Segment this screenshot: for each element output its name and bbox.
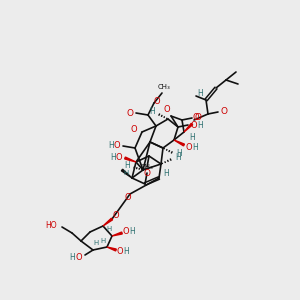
Text: H: H	[108, 142, 114, 151]
Polygon shape	[174, 140, 184, 146]
Text: H: H	[129, 227, 135, 236]
Polygon shape	[184, 123, 193, 132]
Text: O: O	[114, 142, 120, 151]
Text: O: O	[76, 254, 82, 262]
Text: H: H	[163, 169, 169, 178]
Text: O: O	[193, 113, 199, 122]
Polygon shape	[122, 169, 132, 178]
Text: H: H	[192, 142, 198, 152]
Text: O: O	[194, 113, 202, 122]
Text: O: O	[164, 106, 170, 115]
Text: H: H	[106, 226, 112, 232]
Text: O: O	[154, 97, 160, 106]
Text: H: H	[124, 161, 130, 170]
Text: O: O	[143, 169, 151, 178]
Text: HO: HO	[45, 220, 57, 230]
Text: H: H	[123, 170, 129, 176]
Text: H: H	[176, 149, 182, 158]
Text: O: O	[117, 248, 123, 256]
Text: CH₃: CH₃	[141, 164, 153, 170]
Text: O: O	[125, 194, 131, 202]
Text: H: H	[149, 107, 155, 116]
Text: O: O	[131, 125, 137, 134]
Text: O: O	[127, 109, 134, 118]
Polygon shape	[107, 247, 116, 251]
Text: O: O	[186, 142, 192, 152]
Text: H: H	[123, 248, 129, 256]
Text: O: O	[220, 107, 227, 116]
Text: O: O	[191, 121, 197, 130]
Text: H: H	[93, 240, 99, 246]
Polygon shape	[103, 218, 112, 226]
Text: H: H	[197, 121, 203, 130]
Text: H: H	[175, 154, 181, 163]
Text: CH₃: CH₃	[158, 84, 170, 90]
Polygon shape	[112, 232, 122, 236]
Polygon shape	[125, 157, 136, 162]
Text: O: O	[123, 227, 129, 236]
Text: H: H	[69, 254, 75, 262]
Text: O: O	[113, 211, 119, 220]
Text: H: H	[110, 152, 116, 161]
Text: H: H	[100, 238, 106, 244]
Text: O: O	[116, 152, 122, 161]
Text: H: H	[197, 89, 203, 98]
Text: H: H	[189, 133, 195, 142]
